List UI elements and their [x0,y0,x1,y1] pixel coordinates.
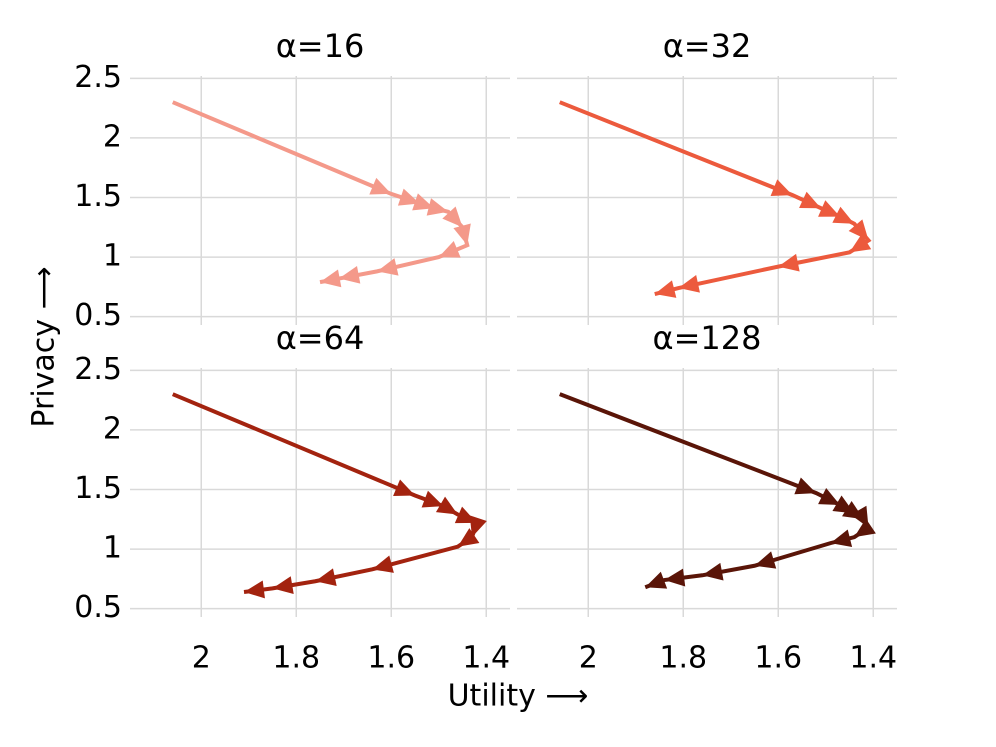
y-tick-label: 0.5 [74,298,122,333]
arrow-head [393,479,415,497]
arrow-head [272,576,294,594]
x-axis-label: Utility ⟶ [448,679,589,714]
y-tick-label: 1 [103,531,122,566]
arrow-head [654,280,677,298]
arrow-head [645,571,668,589]
subplot: α=16 0.5 1 1.5 2 2.5 [74,27,510,333]
arrow-head [453,223,471,246]
line [171,100,470,285]
arrow-head [412,193,434,211]
x-tick-label: 1.4 [849,641,897,676]
y-axis-label: Privacy ⟶ [27,266,62,427]
line [559,392,872,590]
arrow-head [854,518,876,538]
y-tick-label: 1.5 [74,471,122,506]
arrow-head [377,258,399,276]
arrow-head [469,515,487,538]
x-tick-label: 2 [579,641,598,676]
x-tick-label: 1.4 [462,641,510,676]
arrow-head [849,234,872,253]
subplot: α=32 [517,27,897,325]
line [171,392,480,594]
arrow-head [754,551,777,569]
arrow-head [664,568,686,587]
arrow-head [457,528,480,547]
x-tick-label: 2 [192,641,211,676]
x-tick-label: 1.6 [754,641,802,676]
y-tick-label: 2.5 [74,60,122,95]
arrow-head [678,275,700,293]
arrow-head [372,555,394,573]
x-tick-label: 1.8 [272,641,320,676]
y-tick-label: 0.5 [74,590,122,625]
arrow-head [315,568,337,586]
x-tick-label: 1.8 [659,641,707,676]
arrow-head [818,487,840,505]
y-tick-label: 2 [103,411,122,446]
y-tick-label: 1.5 [74,179,122,214]
arrow-head [818,200,840,217]
x-tick-label: 1.6 [367,641,415,676]
y-tick-label: 1 [103,239,122,274]
arrow-head [832,206,855,224]
subplot-title: α=128 [653,319,762,357]
arrow-head [397,188,420,206]
arrow-head [421,490,444,508]
subplot-title: α=16 [276,27,365,65]
arrow-head [794,477,817,495]
arrow-head [848,219,869,241]
subplot: α=64 2 1.8 1.6 1.4 0.5 1 1.5 2 2.5 [74,319,510,676]
arrow-head [830,529,853,547]
arrow-head [799,191,821,209]
arrow-head [320,269,342,288]
arrow-head [435,496,458,515]
subplot: α=128 2 1.8 1.6 1.4 [517,319,897,676]
y-tick-label: 2.5 [74,352,122,387]
arrow-head [369,177,392,195]
arrow-head [339,265,361,284]
y-tick-label: 2 [103,119,122,154]
arrow-head [778,253,800,272]
subplot-title: α=64 [276,319,365,357]
arrow-head [438,241,461,258]
arrow-head [770,179,793,197]
arrow-head [426,198,449,216]
arrow-head [244,580,265,599]
arrow-head [702,562,724,581]
arrow-head [442,206,463,228]
subplot-title: α=32 [663,27,752,65]
